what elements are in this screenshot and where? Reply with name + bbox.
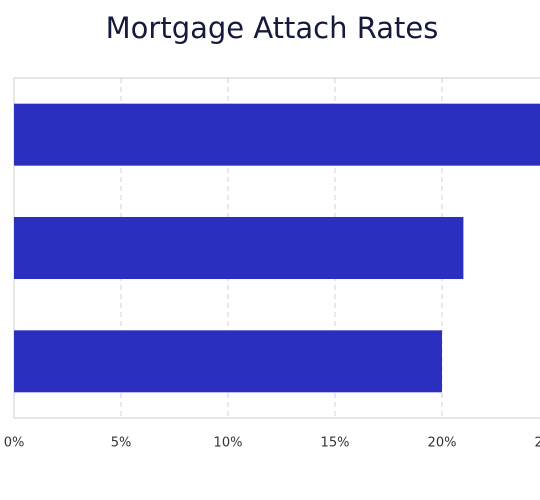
x-tick-label: 5%: [111, 436, 132, 451]
x-tick-label: 10%: [214, 436, 243, 451]
bar: [14, 103, 540, 166]
bar: [14, 217, 464, 279]
x-tick-label: 0%: [4, 436, 25, 451]
x-tick-label: 20%: [428, 436, 457, 451]
x-tick-label: 15%: [321, 436, 350, 451]
bar: [14, 330, 442, 393]
chart-title: Mortgage Attach Rates: [106, 11, 439, 45]
x-tick-label: 25%: [535, 436, 540, 451]
